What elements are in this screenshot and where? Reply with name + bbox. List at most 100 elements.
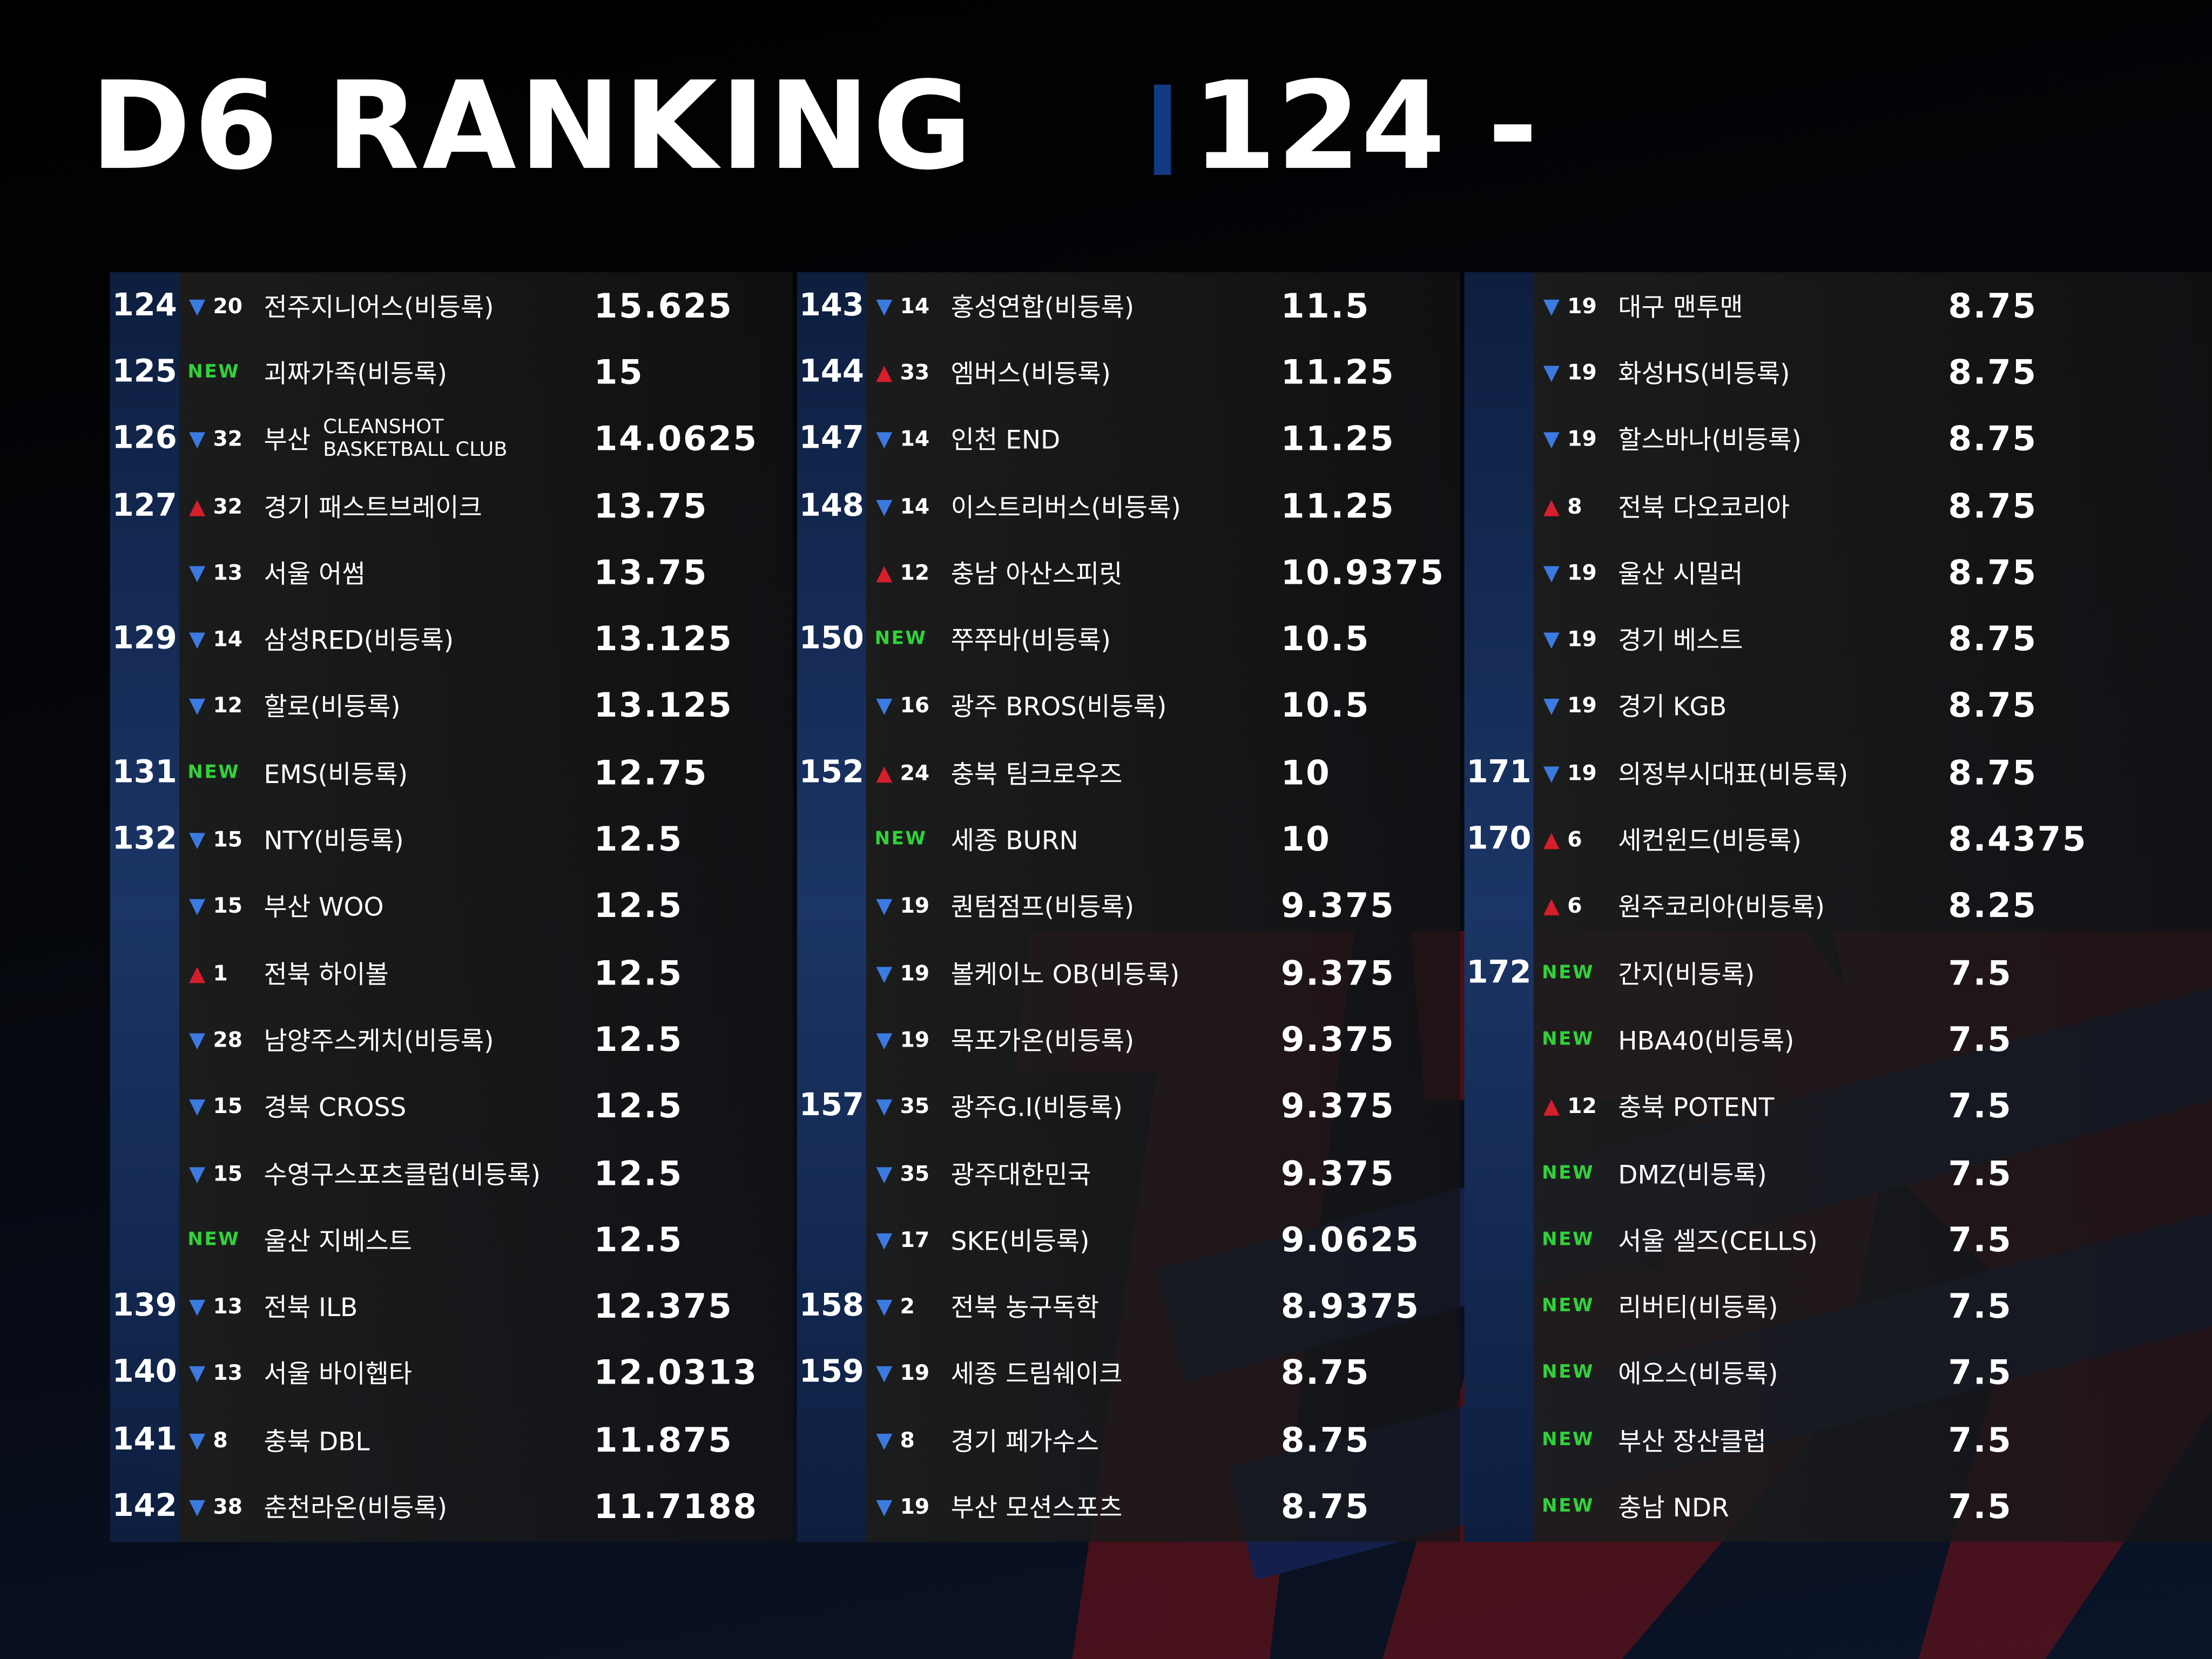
team-name: NTY(비등록) <box>264 826 404 857</box>
ranking-row: ▼ 16 광주 BROS(비등록) 10.5 <box>797 673 1460 740</box>
rank: 132 <box>112 821 177 858</box>
team-name: 부산 장산클럽 <box>1618 1427 1766 1457</box>
team-name: 전북 하이볼 <box>264 960 389 990</box>
rank-change: 12 <box>213 693 242 719</box>
score: 8.4375 <box>1948 819 2088 859</box>
score: 12.75 <box>594 753 709 793</box>
score: 8.75 <box>1948 552 2038 592</box>
rank-change: 12 <box>900 559 930 585</box>
rank-change: 2 <box>900 1293 915 1319</box>
team-name: 광주G.I(비등록) <box>950 1094 1123 1123</box>
score: 13.125 <box>594 619 733 659</box>
score: 12.5 <box>594 953 683 993</box>
ranking-row: ▲ 8 전북 다오코리아 8.75 <box>1465 473 2212 539</box>
team-name: 전북 다오코리아 <box>1618 493 1790 523</box>
rank: 144 <box>799 354 864 390</box>
title-divider <box>1154 84 1171 175</box>
rank: 152 <box>799 755 864 791</box>
team-name: 충북 DBL <box>264 1427 370 1457</box>
team-name: 이스트리버스(비등록) <box>950 493 1181 523</box>
ranking-row: ▼ 19 목포가온(비등록) 9.375 <box>797 1006 1460 1073</box>
change-arrow: ▲ <box>876 359 893 385</box>
rank-change: 15 <box>213 1094 242 1120</box>
score: 7.5 <box>1948 1220 2013 1260</box>
change-arrow: ▼ <box>189 1094 206 1120</box>
score: 13.75 <box>594 486 709 526</box>
team-name: 서울 어썸 <box>264 559 366 590</box>
score: 7.5 <box>1948 1420 2013 1460</box>
team-name-line: BASKETBALL CLUB <box>323 439 508 462</box>
change-arrow: ▼ <box>189 1494 206 1520</box>
change-arrow: ▼ <box>876 1494 893 1520</box>
rank: 170 <box>1466 821 1532 858</box>
title: D6 RANKING <box>90 56 975 198</box>
new-badge: NEW <box>1542 962 1595 984</box>
ranking-row: NEW HBA40(비등록) 7.5 <box>1465 1006 2212 1073</box>
team-name: 남양주스케치(비등록) <box>264 1027 494 1057</box>
ranking-row: ▼ 19 부산 모션스포츠 8.75 <box>797 1473 1460 1540</box>
team-name: 경기 패스트브레이크 <box>264 493 482 523</box>
team-name: 의정부시대표(비등록) <box>1618 760 1849 790</box>
ranking-row: ▼ 28 남양주스케치(비등록) 12.5 <box>110 1006 793 1073</box>
rank-change: 14 <box>900 426 930 452</box>
rank-change: 14 <box>213 626 242 652</box>
team-name: 수영구스포츠클럽(비등록) <box>264 1160 541 1190</box>
ranking-row: 152 ▲ 24 충북 팀크로우즈 10 <box>797 739 1460 806</box>
rank-change: 8 <box>1567 493 1582 519</box>
team-name: 괴짜가족(비등록) <box>264 359 448 389</box>
ranking-row: 150 NEW 쭈쭈바(비등록) 10.5 <box>797 606 1460 673</box>
rank-strip <box>797 272 866 1542</box>
change-arrow: ▼ <box>189 1360 206 1386</box>
team-name: 리버티(비등록) <box>1618 1293 1778 1324</box>
team-name: 볼케이노 OB(비등록) <box>950 960 1180 990</box>
ranking-row: ▼ 19 경기 베스트 8.75 <box>1465 606 2212 673</box>
team-name: 울산 시밀러 <box>1618 559 1743 590</box>
ranking-row: 132 ▼ 15 NTY(비등록) 12.5 <box>110 806 793 873</box>
score: 12.5 <box>594 1020 683 1060</box>
ranking-row: 144 ▲ 33 엠버스(비등록) 11.25 <box>797 339 1460 406</box>
score: 7.5 <box>1948 1286 2013 1326</box>
score: 7.5 <box>1948 1353 2013 1393</box>
change-arrow: ▲ <box>1543 1094 1560 1120</box>
team-name: 광주 BROS(비등록) <box>950 693 1167 723</box>
team-name: 충북 팀크로우즈 <box>950 760 1123 790</box>
change-arrow: ▼ <box>876 1227 893 1253</box>
change-arrow: ▲ <box>876 760 893 786</box>
change-arrow: ▼ <box>189 893 206 919</box>
rank-change: 19 <box>900 960 930 986</box>
rank-change: 16 <box>900 693 930 719</box>
rank: 142 <box>112 1489 177 1525</box>
ranking-row: 125 NEW 괴짜가족(비등록) 15 <box>110 339 793 406</box>
ranking-row: NEW 세종 BURN 10 <box>797 806 1460 873</box>
score: 9.375 <box>1280 1087 1395 1127</box>
change-arrow: ▼ <box>189 1160 206 1186</box>
score: 7.5 <box>1948 1020 2013 1060</box>
rank: 127 <box>112 488 177 524</box>
rank-change: 8 <box>213 1427 228 1453</box>
rank-change: 19 <box>1567 426 1597 452</box>
rank: 143 <box>799 288 864 323</box>
ranking-column: ▼ 19 대구 맨투맨 8.75 ▼ 19 화성HS(비등록) 8.75 ▼ 19 할스바나(비등록… <box>1464 272 2212 1542</box>
rank-change: 19 <box>1567 293 1597 319</box>
rank: 139 <box>112 1289 177 1324</box>
change-arrow: ▼ <box>876 1160 893 1186</box>
rank: 171 <box>1466 755 1532 791</box>
team-name-sub: CLEANSHOT BASKETBALL CLUB <box>323 416 507 462</box>
ranking-column: 124 ▼ 20 전주지니어스(비등록) 15.625 125 NEW 괴짜가족(비등록) 15… <box>110 272 793 1542</box>
new-badge: NEW <box>874 629 927 650</box>
ranking-row: ▲ 12 충북 POTENT 7.5 <box>1465 1073 2212 1140</box>
rank-change: 35 <box>900 1094 930 1120</box>
ranking-row: 126 ▼ 32 부산 CLEANSHOT BASKETBALL CLUB 14.0625 <box>110 406 793 473</box>
team-name: 충북 POTENT <box>1618 1094 1775 1123</box>
score: 15 <box>594 352 644 393</box>
team-name: EMS(비등록) <box>264 760 408 790</box>
change-arrow: ▼ <box>876 493 893 519</box>
team-name: 부산 WOO <box>264 893 384 923</box>
score: 9.375 <box>1280 886 1395 926</box>
rank: 158 <box>799 1289 864 1324</box>
team-name: 삼성RED(비등록) <box>264 626 454 657</box>
team-name: 춘천라온(비등록) <box>264 1494 448 1524</box>
change-arrow: ▼ <box>1543 559 1560 585</box>
rank: 129 <box>112 622 177 657</box>
